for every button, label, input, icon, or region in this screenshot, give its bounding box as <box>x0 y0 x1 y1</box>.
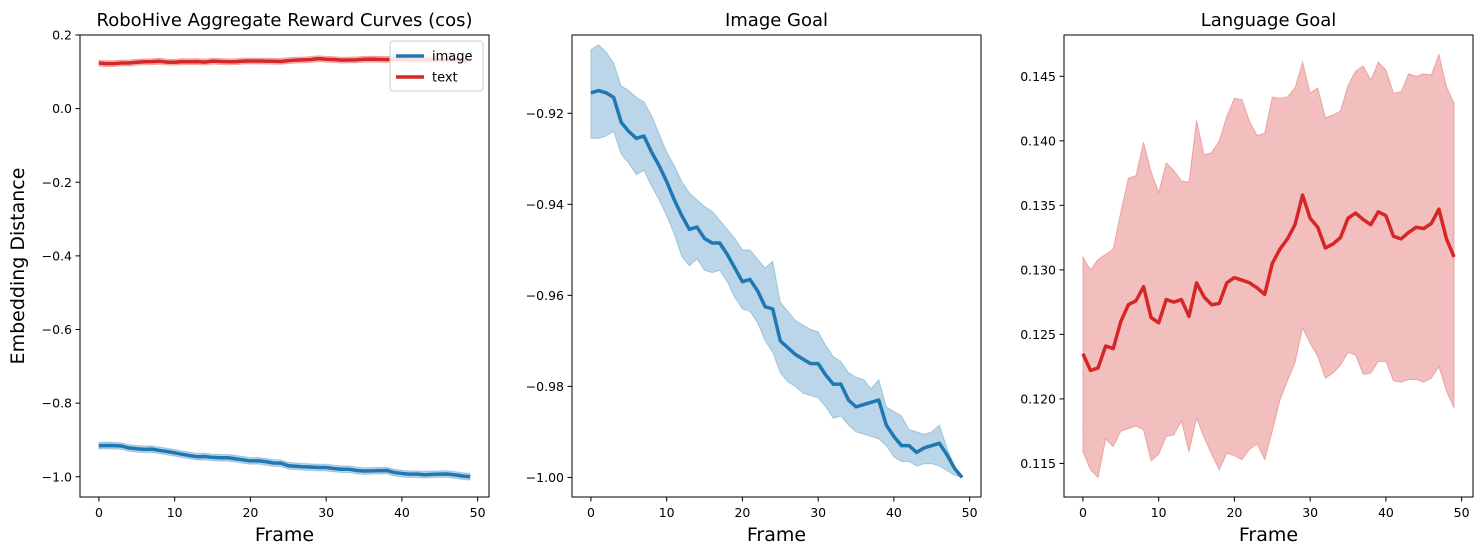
x-tick-label: 40 <box>886 505 902 520</box>
x-tick-label: 20 <box>734 505 750 520</box>
axes-frame <box>1063 34 1474 498</box>
y-tick-label: −0.94 <box>526 197 564 212</box>
series-line-image <box>98 443 471 479</box>
x-axis-label: Frame <box>1239 524 1298 546</box>
x-axis-label: Frame <box>255 524 314 546</box>
series-line-text <box>1081 193 1456 373</box>
y-tick-label: 0.130 <box>1020 262 1056 277</box>
band-image <box>590 44 964 479</box>
axes-frame <box>79 34 490 498</box>
x-tick-label: 10 <box>1151 505 1167 520</box>
x-tick-label: 30 <box>810 505 826 520</box>
chart-panel-3: 0 10 20 30 40 50 0.115 0.120 0.125 0.130 0.135 0.14… <box>1020 10 1474 546</box>
x-tick-label: 20 <box>242 505 258 520</box>
x-tick-label: 30 <box>1302 505 1318 520</box>
chart-title: Image Goal <box>725 10 828 31</box>
series-line-image <box>590 88 964 479</box>
y-axis-label: Embedding Distance <box>7 168 29 365</box>
y-tick-label: 0.0 <box>52 101 72 116</box>
y-tick-label: 0.120 <box>1020 391 1056 406</box>
y-tick-label: −0.6 <box>42 322 72 337</box>
legend: image text <box>389 40 484 92</box>
chart-panel-2: 0 10 20 30 40 50 −1.00 −0.98 −0.96 −0.94 −0.92 Imag… <box>526 10 982 546</box>
y-tick-label: −1.00 <box>526 470 564 485</box>
legend-label-image: image <box>432 50 473 65</box>
x-tick-label: 20 <box>1226 505 1242 520</box>
axes-frame <box>571 34 982 498</box>
y-tick-label: 0.125 <box>1020 327 1056 342</box>
x-tick-label: 40 <box>394 505 410 520</box>
x-tick-label: 50 <box>1454 505 1470 520</box>
y-tick-label: 0.140 <box>1020 133 1056 148</box>
x-tick-label: 50 <box>962 505 978 520</box>
legend-label-text: text <box>432 71 458 86</box>
y-tick-label: −1.0 <box>42 469 72 484</box>
y-tick-label: −0.4 <box>42 248 72 263</box>
x-tick-label: 0 <box>1079 505 1087 520</box>
x-tick-label: 10 <box>167 505 183 520</box>
y-tick-label: −0.8 <box>42 396 72 411</box>
band-text <box>1082 52 1455 479</box>
y-tick-label: −0.98 <box>526 379 564 394</box>
x-tick-label: 40 <box>1378 505 1394 520</box>
x-tick-label: 10 <box>659 505 675 520</box>
y-tick-label: 0.145 <box>1020 69 1056 84</box>
y-tick-label: −0.96 <box>526 288 564 303</box>
y-tick-label: 0.115 <box>1020 456 1056 471</box>
chart-title: Language Goal <box>1201 10 1337 31</box>
chart-title: RoboHive Aggregate Reward Curves (cos) <box>97 10 473 31</box>
x-tick-label: 0 <box>95 505 103 520</box>
x-tick-label: 50 <box>470 505 486 520</box>
x-axis-label: Frame <box>747 524 806 546</box>
y-tick-label: −0.2 <box>42 175 72 190</box>
x-tick-label: 30 <box>318 505 334 520</box>
chart-panel-1: 0 10 20 30 40 50 −1.0 −0.8 −0.6 −0.4 −0.2 0.0 0.2 Rob… <box>7 10 490 546</box>
y-tick-label: 0.2 <box>52 28 72 43</box>
x-tick-label: 0 <box>587 505 595 520</box>
y-tick-label: −0.92 <box>526 106 564 121</box>
y-tick-label: 0.135 <box>1020 198 1056 213</box>
